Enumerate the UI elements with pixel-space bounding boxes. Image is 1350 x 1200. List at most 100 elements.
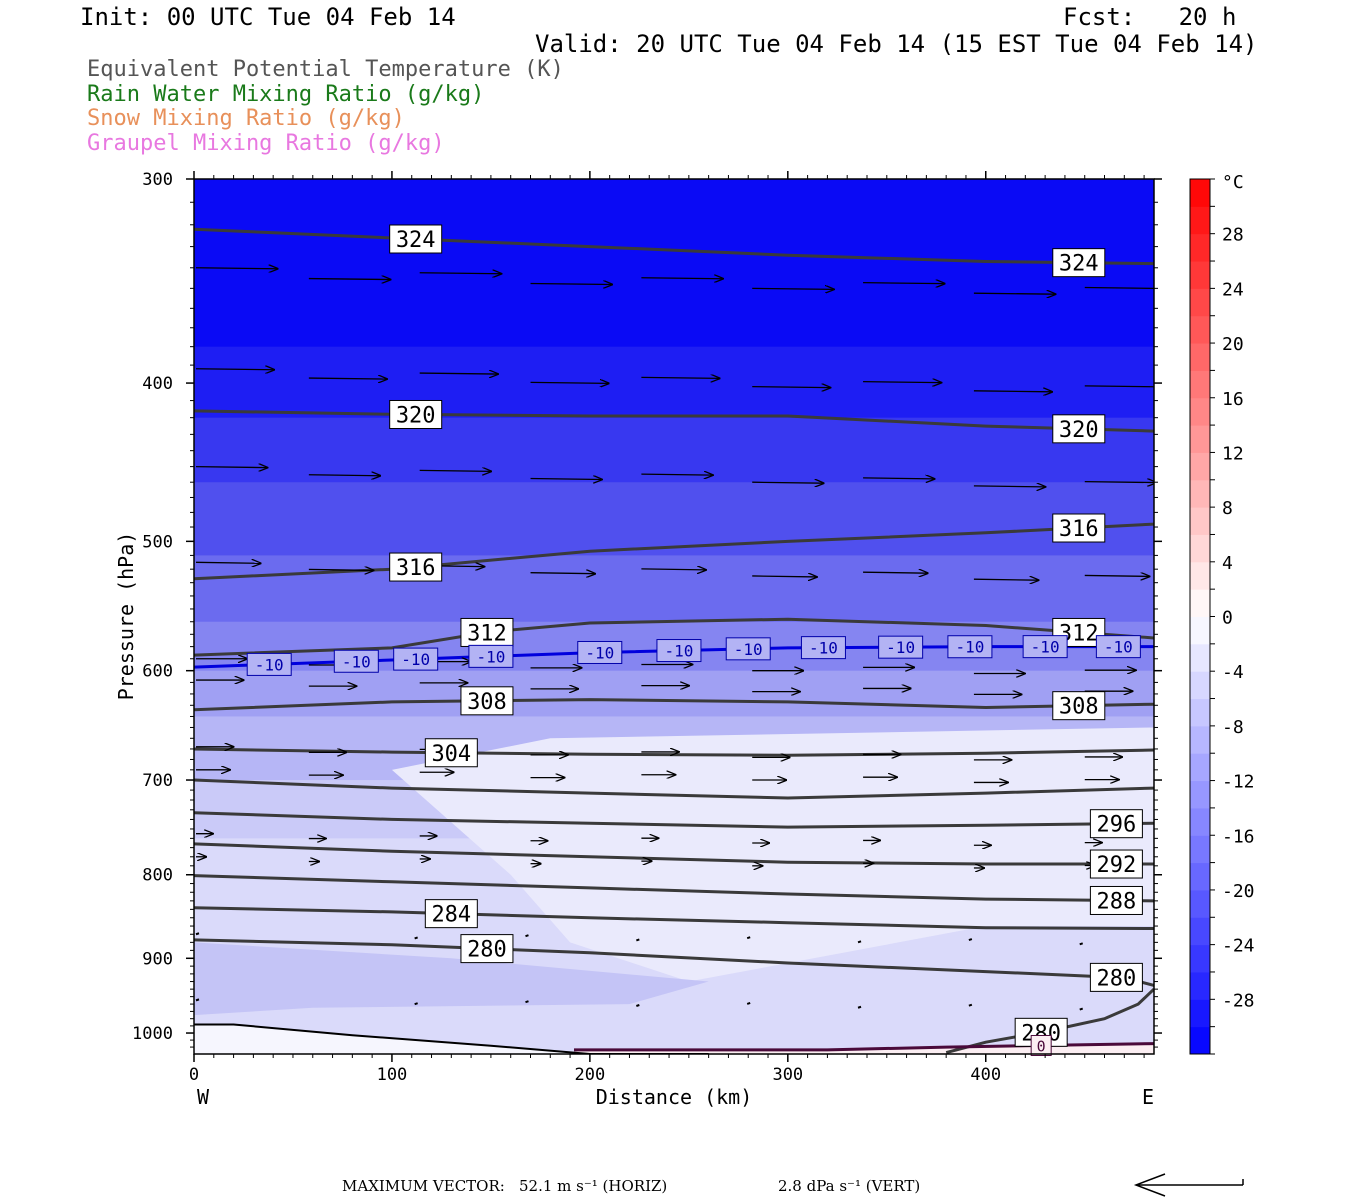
colorbar-label: -12	[1222, 772, 1255, 793]
colorbar-swatch	[1190, 507, 1210, 535]
temp-band	[194, 555, 1154, 623]
legend-graupel: Graupel Mixing Ratio (g/kg)	[87, 131, 445, 156]
theta-e-contour-280	[945, 988, 1154, 1054]
x-axis-title: Distance (km)	[596, 1085, 753, 1109]
colorbar-unit-label: °C	[1222, 172, 1244, 193]
theta-e-contour-312	[194, 617, 1154, 657]
wind-vector	[308, 279, 391, 280]
theta-e-label-box	[1052, 691, 1106, 721]
wind-vector	[195, 467, 267, 468]
colorbar-label: -20	[1222, 881, 1255, 902]
isotherm-label-text: 0	[1037, 1037, 1046, 1055]
wind-vectors	[195, 268, 1154, 1011]
theta-e-label-308: 308	[1052, 691, 1106, 721]
wind-vector	[863, 283, 945, 284]
wind-vector	[973, 486, 1045, 487]
colorbar-swatch	[1190, 835, 1210, 864]
colorbar-swatch	[1190, 616, 1210, 645]
y-tick-label: 800	[142, 866, 173, 886]
wind-vector	[530, 573, 596, 574]
colorbar-label: 28	[1222, 225, 1244, 246]
colorbar-label: -28	[1222, 990, 1255, 1011]
plot-frame	[193, 178, 1155, 1055]
temperature-shading	[194, 179, 1154, 1054]
theta-e-label-320: 320	[1052, 414, 1106, 444]
x-tick-label: 100	[377, 1065, 408, 1085]
colorbar-label: -16	[1222, 826, 1255, 847]
y-tick-label: 300	[142, 170, 173, 190]
wind-vector	[636, 938, 640, 942]
wind-vector	[530, 478, 602, 479]
colorbar-swatch	[1190, 780, 1210, 809]
theta-e-label-296: 296	[1089, 809, 1143, 839]
colorbar-swatch	[1190, 261, 1210, 289]
colorbar-swatch	[1190, 233, 1210, 262]
isotherm-zero-label: 0	[1030, 1034, 1052, 1056]
isotherm-label-box	[393, 647, 439, 671]
theta-e-label-box	[460, 934, 514, 964]
x-tick-label: 200	[575, 1065, 606, 1085]
temperature-colorbar: 28 24 20 16 12 8 4 0 -4 -8 -12 -16 -20 -24 -28	[1189, 178, 1255, 1055]
isotherm-label-box	[1030, 1034, 1052, 1056]
wind-vector	[857, 1005, 862, 1009]
theta-e-label-320: 320	[389, 399, 443, 429]
theta-e-label-288: 288	[1089, 885, 1143, 915]
isotherm-label-text: -10	[255, 655, 284, 674]
wind-vector	[752, 288, 834, 289]
theta-e-label-box	[424, 899, 478, 929]
isotherm-label-box	[577, 640, 623, 664]
isotherm-minus10-label: -10	[577, 640, 623, 664]
isotherm-minus10-label: -10	[947, 635, 993, 659]
colorbar-swatch	[1190, 971, 1210, 1000]
isotherm-label-text: -10	[1031, 638, 1060, 657]
colorbar-swatch	[1190, 643, 1210, 672]
theta-e-label-324: 324	[1052, 248, 1106, 278]
legend-snow: Snow Mixing Ratio (g/kg)	[87, 106, 405, 131]
colorbar-swatch	[1190, 534, 1210, 563]
wind-vector	[419, 373, 498, 374]
wind-vector	[641, 377, 719, 378]
isotherm-label-text: -10	[401, 650, 430, 669]
theta-e-label-box	[1052, 513, 1106, 543]
theta-e-label-text: 280	[467, 938, 507, 963]
theta-e-contour-284	[194, 906, 1154, 930]
wind-vector	[414, 936, 418, 940]
x-tick-label: 400	[970, 1065, 1001, 1085]
theta-e-label-text: 320	[396, 403, 436, 428]
max-vector-horiz: 52.1 m s⁻¹ (HORIZ)	[519, 1177, 668, 1195]
theta-e-label-324: 324	[389, 224, 443, 254]
wind-vector	[641, 278, 723, 279]
isotherm-label-box	[947, 635, 993, 659]
wind-vector	[1084, 575, 1150, 576]
colorbar-swatch	[1190, 561, 1210, 590]
colorbar-swatch	[1190, 671, 1210, 700]
isotherm-minus10-label: -10	[1095, 635, 1141, 659]
theta-e-label-text: 280	[1097, 966, 1137, 991]
y-axis-title: Pressure (hPa)	[114, 532, 138, 701]
colorbar-swatch	[1190, 725, 1210, 754]
wind-vector	[195, 998, 200, 1002]
isotherm-minus10-label: -10	[246, 652, 292, 676]
wind-vector	[195, 268, 278, 269]
colorbar-swatch	[1190, 698, 1210, 727]
colorbar-swatch	[1190, 288, 1210, 317]
isotherm-label-text: -10	[664, 642, 693, 661]
theta-e-contour-324	[194, 227, 1154, 266]
wind-vector	[973, 391, 1052, 392]
colorbar-label: 12	[1222, 443, 1244, 464]
theta-e-label-text: 324	[1059, 252, 1099, 277]
isotherm-label-box	[878, 635, 924, 659]
theta-e-contour-288	[194, 874, 1154, 903]
theta-e-contour-308	[194, 698, 1154, 712]
isotherm-minus10-label: -10	[393, 647, 439, 671]
legend-rain-water: Rain Water Mixing Ratio (g/kg)	[87, 82, 485, 107]
isotherm-minus10-label: -10	[800, 636, 846, 660]
isotherm-minus10-label: -10	[333, 649, 379, 673]
isotherm-minus10-label: -10	[878, 635, 924, 659]
wind-vector	[1084, 286, 1154, 290]
theta-e-label-box	[1089, 809, 1143, 839]
theta-e-label-292: 292	[1089, 849, 1143, 879]
colorbar-label: 20	[1222, 334, 1244, 355]
valid-time-label: Valid: 20 UTC Tue 04 Feb 14 (15 EST Tue …	[535, 30, 1258, 58]
